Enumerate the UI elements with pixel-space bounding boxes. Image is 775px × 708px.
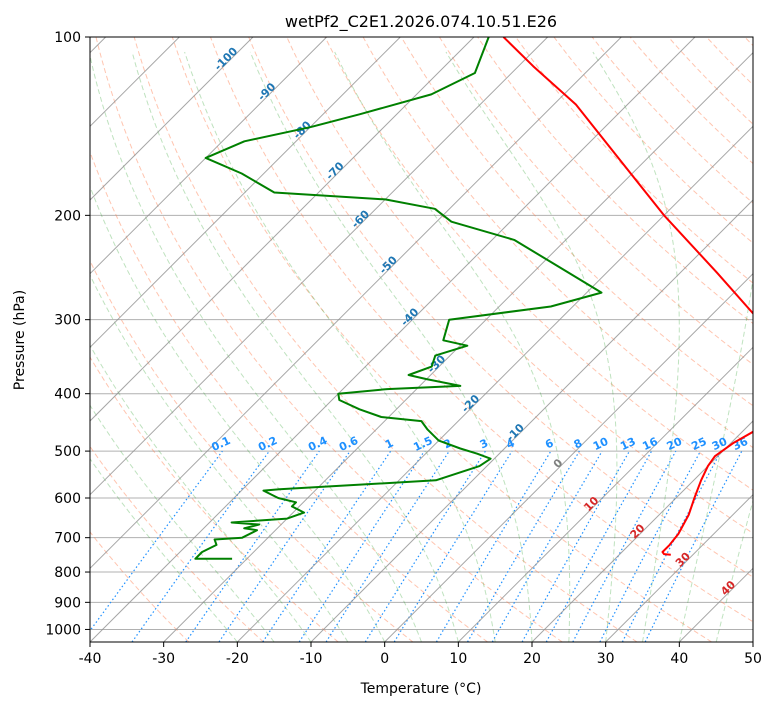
- mixing-ratio-line: [298, 450, 425, 642]
- x-tick-label: 20: [523, 651, 541, 667]
- mixing-ratio-label: 36: [731, 435, 751, 453]
- moist-adiabat-line: [592, 51, 680, 642]
- isotherm-line: [236, 125, 753, 642]
- y-tick-label: 100: [54, 30, 81, 46]
- mixing-ratio-line: [644, 450, 743, 642]
- y-tick-label: 800: [54, 565, 81, 581]
- isotherm-line: [90, 37, 401, 349]
- y-tick-label: 500: [54, 444, 81, 460]
- dry-adiabat-line: [210, 37, 753, 623]
- mixing-ratio-label: 13: [618, 435, 637, 453]
- y-tick-label: 700: [54, 531, 81, 547]
- x-tick-label: 10: [449, 651, 467, 667]
- mixing-ratio-line: [90, 450, 223, 632]
- dry-adiabat-line: [248, 37, 753, 578]
- mixing-ratio-line: [185, 450, 320, 642]
- dry-adiabat-line: [171, 37, 712, 642]
- plot-frame: [89, 36, 754, 643]
- x-tick-label: 30: [597, 651, 615, 667]
- y-tick-label: 900: [54, 595, 81, 611]
- moist-adiabat-line: [249, 51, 533, 642]
- isotherm-line: [310, 199, 753, 642]
- dry-adiabat-line: [90, 150, 488, 642]
- chart-title: wetPf2_C2E1.2026.074.10.51.E26: [285, 12, 557, 32]
- mixing-ratio-label: 16: [640, 435, 660, 453]
- y-tick-label: 400: [54, 387, 81, 403]
- dry-adiabat-line: [400, 37, 753, 407]
- mixing-ratio-line: [218, 450, 351, 642]
- y-tick-label: 600: [54, 491, 81, 507]
- pressure-gridlines: [90, 36, 753, 630]
- mixing-ratio-label: 20: [665, 435, 685, 453]
- isotherm-line: [90, 37, 696, 642]
- mixing-ratio-line: [131, 450, 270, 642]
- isotherm-line: [90, 37, 549, 496]
- mixing-ratio-line: [572, 450, 677, 642]
- dry-adiabat-line: [90, 356, 339, 642]
- isotherm-line: [90, 37, 254, 201]
- x-tick-label: -40: [79, 651, 102, 667]
- dry-adiabat-line: [286, 37, 753, 534]
- y-axis: 100 200 300 400 500 600 700 800 900 1000: [45, 30, 90, 638]
- moist-adiabat-line: [131, 51, 459, 642]
- x-tick-label: 50: [744, 651, 762, 667]
- mixing-ratio-line: [521, 450, 631, 642]
- x-tick-label: -10: [300, 651, 323, 667]
- y-tick-label: 1000: [45, 622, 81, 638]
- mixing-ratio-line: [545, 450, 653, 642]
- moist-adiabat-line: [90, 273, 349, 642]
- mixing-ratio-label: 25: [689, 435, 708, 453]
- y-axis-title: Pressure (hPa): [12, 290, 28, 390]
- isotherm-line: [90, 37, 622, 570]
- dewpoint-profile-line: [194, 37, 603, 560]
- moist-adiabat-line: [90, 344, 312, 642]
- isotherm-line: [457, 346, 753, 642]
- moist-adiabat-line: [184, 51, 496, 642]
- isotherm-line: [605, 493, 753, 642]
- x-tick-label: -30: [152, 651, 175, 667]
- mixing-ratio-line: [393, 450, 513, 642]
- moist-adiabat-line: [715, 498, 753, 642]
- mixing-ratio-label: 10: [591, 435, 611, 453]
- dry-adiabat-line: [477, 37, 753, 325]
- mixing-ratio-line: [262, 450, 392, 642]
- x-tick-label: 0: [380, 651, 389, 667]
- dry-adiabat-line: [591, 37, 753, 204]
- moist-adiabat-line: [678, 51, 753, 642]
- profile-series: [194, 37, 753, 560]
- isotherm-line: [384, 272, 753, 642]
- isotherm-line: [90, 37, 328, 275]
- x-axis: -40 -30 -20 -10 0 10 20 30 40 50: [79, 642, 762, 667]
- y-tick-label: 200: [54, 208, 81, 224]
- dry-adiabat-line: [553, 37, 753, 244]
- dry-adiabat-line: [133, 37, 638, 642]
- moist-adiabat-line: [334, 51, 571, 642]
- y-tick-label: 300: [54, 313, 81, 329]
- x-axis-title: Temperature (°C): [360, 681, 482, 697]
- temperature-profile-line: [502, 37, 753, 556]
- dry-adiabat-line: [90, 259, 414, 642]
- dry-adiabat-line: [324, 37, 753, 491]
- dry-adiabat-line: [95, 37, 563, 642]
- isotherm-line: [90, 37, 475, 422]
- mixing-ratio-line: [325, 450, 450, 642]
- x-tick-label: 40: [670, 651, 688, 667]
- moist-adiabat-line: [90, 53, 422, 642]
- isotherm-line: [531, 420, 753, 642]
- isotherm-line: [163, 51, 753, 642]
- moist-adiabat-line: [445, 51, 618, 642]
- dry-adiabat-line: [438, 37, 753, 365]
- dry-adiabat-line: [90, 531, 190, 642]
- x-tick-label: -20: [226, 651, 249, 667]
